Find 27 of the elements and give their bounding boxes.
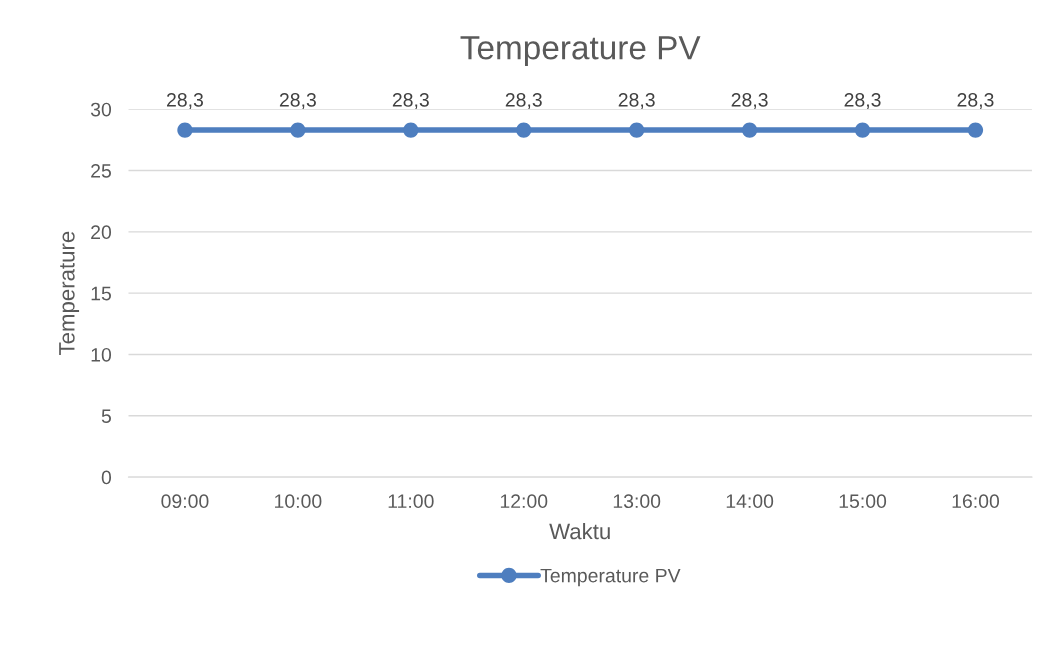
data-label: 28,3 — [279, 92, 316, 110]
data-label: 28,3 — [618, 92, 655, 110]
y-tick-label: 20 — [91, 225, 112, 240]
y-tick-label: 10 — [91, 347, 112, 362]
legend-label: Temperature PV — [540, 568, 681, 587]
data-label: 28,3 — [166, 92, 203, 110]
y-axis-title: Temperature — [59, 231, 80, 356]
chart-title: Temperature PV — [460, 36, 701, 67]
x-tick-label: 13:00 — [613, 494, 661, 509]
x-tick-label: 09:00 — [161, 494, 209, 509]
y-tick-label: 25 — [91, 163, 111, 178]
y-tick-label: 30 — [90, 102, 112, 117]
data-label: 28,3 — [731, 92, 768, 110]
data-label: 28,3 — [505, 92, 542, 110]
y-tick-label: 0 — [101, 470, 112, 485]
x-tick-label: 11:00 — [388, 494, 434, 509]
x-tick-label: 15:00 — [839, 494, 887, 509]
data-label: 28,3 — [392, 92, 429, 110]
x-tick-label: 16:00 — [952, 494, 1000, 509]
data-label: 28,3 — [957, 92, 994, 110]
x-axis-title: Waktu — [549, 523, 610, 540]
x-tick-label: 10:00 — [275, 494, 322, 509]
data-label: 28,3 — [844, 92, 881, 110]
y-tick-label: 5 — [101, 409, 111, 424]
x-tick-label: 12:00 — [500, 494, 548, 509]
x-tick-label: 14:00 — [726, 494, 774, 509]
y-tick-label: 15 — [91, 286, 111, 301]
